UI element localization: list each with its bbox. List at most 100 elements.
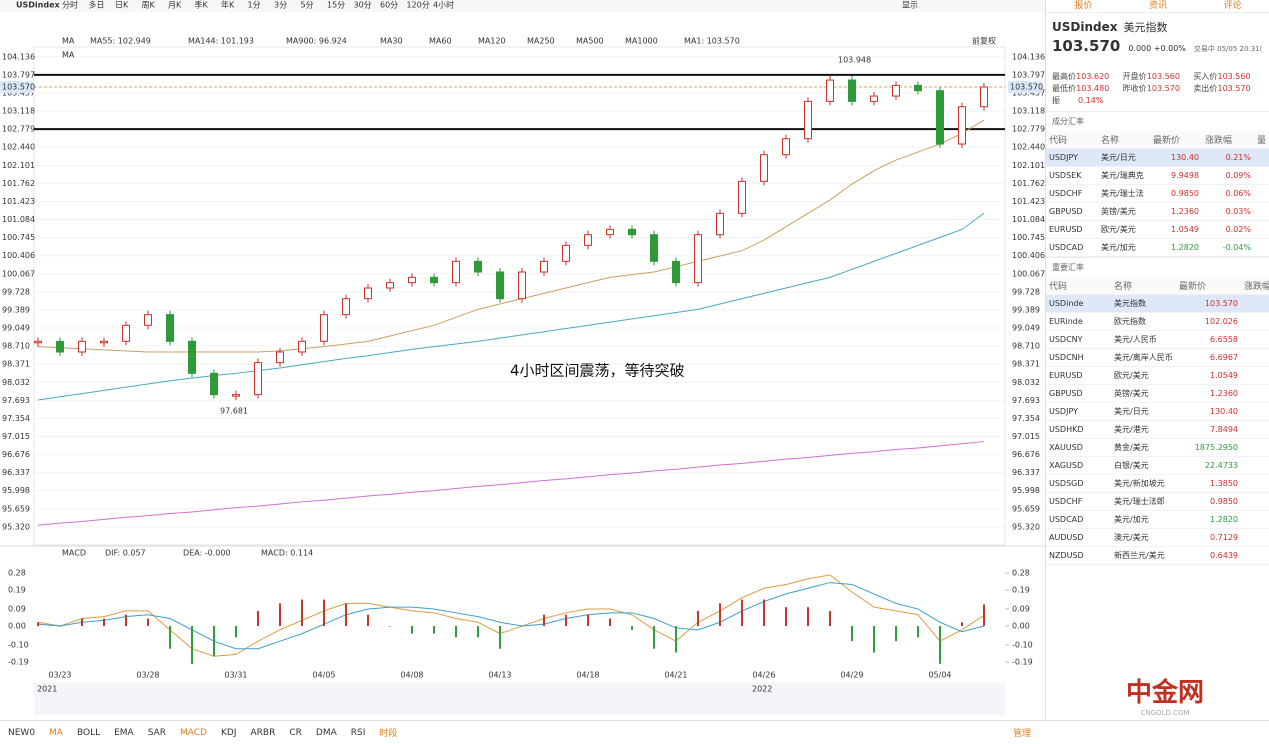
period[interactable]: 120分 — [407, 1, 430, 10]
cell: 0.02% — [1241, 366, 1269, 385]
high-label: 103.948 — [838, 55, 871, 64]
candle — [716, 212, 724, 236]
indicator[interactable]: SAR — [147, 727, 167, 738]
y-tick-label: 0.19 — [8, 586, 26, 595]
cell: 澳元/美元 — [1111, 528, 1176, 547]
adjust: 前复权 — [972, 36, 996, 46]
indicator[interactable]: CR — [289, 727, 302, 738]
indicator[interactable]: 时段 — [379, 729, 398, 739]
x-tick-label: 03/31 — [224, 671, 247, 680]
y-tick-label-right: 104.136 — [1012, 52, 1045, 61]
y-tick-label-right: -0.10 — [1012, 640, 1033, 649]
indicator[interactable]: BOLL — [76, 727, 101, 738]
indicator[interactable]: DMA — [315, 727, 337, 738]
period[interactable]: 30分 — [354, 1, 372, 10]
cell: GBPUSD — [1046, 202, 1098, 221]
period[interactable]: 月K — [168, 1, 182, 10]
period[interactable]: 1分 — [248, 1, 261, 10]
y-tick-label-right: 95.320 — [1012, 522, 1040, 531]
period[interactable]: 60分 — [380, 1, 398, 10]
cell: XAUUSD — [1046, 438, 1111, 457]
quote-panel: 报价 资讯 评论 USDindex 美元指数 103.570 0.000 +0.00% 交易中… — [1045, 0, 1269, 720]
period[interactable]: 分时 — [62, 0, 78, 10]
candle — [122, 324, 130, 342]
indicator[interactable]: MACD — [180, 727, 207, 738]
macd-bar — [587, 614, 589, 627]
period[interactable]: 年K — [221, 0, 235, 10]
macd-bar — [697, 610, 699, 627]
cell: 57.6 — [1254, 220, 1269, 239]
cell: 0.06% — [1241, 492, 1269, 511]
y-tick-label-right: 99.389 — [1012, 305, 1040, 314]
tab[interactable]: 评论 — [1223, 1, 1242, 11]
indicator[interactable]: MA — [49, 727, 63, 738]
indicator[interactable]: KDJ — [221, 727, 237, 738]
period[interactable]: 日K — [115, 1, 129, 10]
cell: 美元/瑞士法郎 — [1111, 492, 1176, 511]
header-cell: 量 — [1254, 131, 1269, 149]
macd-bar — [301, 599, 303, 627]
section-title: 成分汇率 — [1046, 111, 1269, 131]
candle — [518, 271, 526, 300]
stat-row: 振 0.14% — [1052, 95, 1264, 107]
legend-inactive: MA30 — [380, 37, 403, 46]
toolbar-bg — [0, 0, 1045, 12]
tab[interactable]: 资讯 — [1148, 1, 1167, 11]
y-tick-label-right: 96.337 — [1012, 468, 1040, 477]
macd-bar — [389, 626, 391, 627]
cell: USDCNY — [1046, 330, 1111, 349]
period[interactable]: 3分 — [274, 1, 287, 10]
y-tick-label: 96.337 — [2, 468, 30, 477]
x-tick-label: 03/23 — [48, 671, 71, 680]
header-row: 代码 名称 最新价 涨跌幅 — [1046, 277, 1269, 295]
period[interactable]: 5分 — [301, 1, 314, 10]
period[interactable]: 周K — [142, 1, 156, 10]
timeline-label: 2021 — [37, 685, 57, 694]
candle — [760, 154, 768, 182]
stat: 103.570 — [1217, 84, 1251, 93]
cell: USDSEK — [1046, 166, 1098, 185]
period[interactable]: 4小时 — [433, 0, 454, 10]
stat-row: 最低价 103.480 昨收价 103.570 卖出价 103.570 — [1052, 83, 1264, 95]
tab[interactable]: 报价 — [1074, 1, 1093, 11]
candle — [584, 234, 592, 246]
y-tick-label-right: 99.728 — [1012, 287, 1040, 296]
cell: 0.6439 — [1176, 546, 1241, 565]
indicator[interactable]: ARBR — [250, 727, 276, 738]
period[interactable]: 多日 — [89, 0, 105, 10]
header-cell: 代码 — [1046, 277, 1111, 295]
cell: -0.21% — [1241, 456, 1269, 475]
cell: 22.4733 — [1176, 456, 1241, 475]
indicator[interactable]: NEW0 — [8, 727, 36, 738]
period[interactable]: 季K — [195, 0, 209, 10]
cell: 7.8494 — [1176, 420, 1241, 439]
macd-bar — [609, 618, 611, 627]
period[interactable]: 15分 — [327, 1, 345, 10]
y-tick-label-right: 100.406 — [1012, 251, 1045, 260]
indicator[interactable]: EMA — [114, 727, 134, 738]
stat: 买入价 — [1193, 72, 1218, 81]
indicator[interactable]: RSI — [350, 727, 366, 738]
quote-head: USDindex 美元指数 — [1046, 13, 1269, 35]
